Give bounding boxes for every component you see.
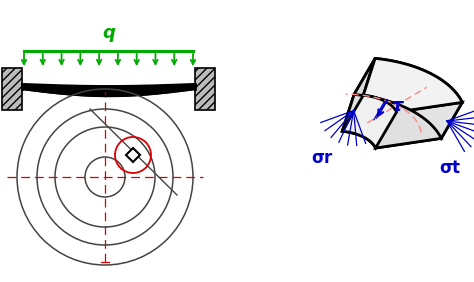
Text: σt: σt (439, 158, 460, 177)
Bar (2, 68, 22, 110)
Polygon shape (342, 94, 441, 148)
Polygon shape (375, 102, 462, 148)
Polygon shape (342, 95, 397, 148)
Polygon shape (363, 58, 462, 112)
Text: σr: σr (311, 149, 333, 168)
Text: τ: τ (392, 97, 403, 115)
Polygon shape (126, 148, 140, 162)
Polygon shape (342, 58, 375, 131)
Text: q: q (102, 24, 115, 42)
Bar (195, 68, 215, 110)
Bar (2, 68, 22, 110)
Polygon shape (354, 58, 462, 138)
Bar (195, 68, 215, 110)
